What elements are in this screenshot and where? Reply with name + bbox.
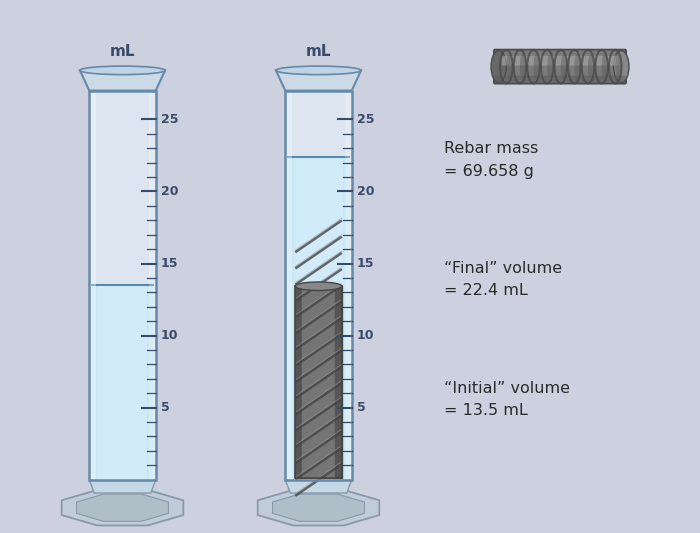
Ellipse shape [520,54,526,79]
Text: 25: 25 [357,113,374,126]
Bar [90,91,155,480]
Ellipse shape [547,54,553,79]
Bar [294,157,344,480]
Bar [92,285,153,480]
Text: “Final” volume
= 22.4 mL: “Final” volume = 22.4 mL [444,261,563,298]
Polygon shape [286,480,352,493]
Polygon shape [76,494,169,521]
Polygon shape [90,480,155,493]
Ellipse shape [506,54,512,79]
Bar [288,157,349,480]
Text: mL: mL [110,44,135,59]
Polygon shape [62,490,183,526]
Ellipse shape [276,66,361,75]
Text: 10: 10 [160,329,178,342]
Bar [295,286,342,478]
Text: 10: 10 [357,329,374,342]
Text: 15: 15 [160,257,178,270]
Text: mL: mL [306,44,331,59]
Polygon shape [276,70,361,91]
Text: 20: 20 [357,185,374,198]
Bar [150,91,155,480]
Text: 15: 15 [357,257,374,270]
Bar [90,91,155,480]
Polygon shape [272,494,365,521]
Ellipse shape [575,54,580,79]
Bar [286,91,351,480]
Ellipse shape [588,54,594,79]
Bar [286,91,351,480]
Ellipse shape [491,51,507,83]
Ellipse shape [613,51,629,83]
FancyBboxPatch shape [501,56,620,66]
Text: 25: 25 [160,113,178,126]
Ellipse shape [601,54,607,79]
FancyBboxPatch shape [494,76,625,83]
Ellipse shape [295,282,342,290]
Ellipse shape [80,66,165,75]
Bar [98,285,148,480]
Text: “Initial” volume
= 13.5 mL: “Initial” volume = 13.5 mL [444,381,570,418]
Ellipse shape [561,54,566,79]
Bar [288,286,309,478]
Text: 5: 5 [357,401,365,414]
Polygon shape [80,70,165,91]
Bar [346,91,352,480]
Text: 20: 20 [160,185,178,198]
Bar [90,91,95,480]
Text: 5: 5 [160,401,169,414]
Text: Rebar mass
= 69.658 g: Rebar mass = 69.658 g [444,141,539,179]
FancyBboxPatch shape [494,50,626,84]
Bar [286,91,292,480]
Ellipse shape [615,54,621,79]
Ellipse shape [533,54,539,79]
Polygon shape [258,490,379,526]
